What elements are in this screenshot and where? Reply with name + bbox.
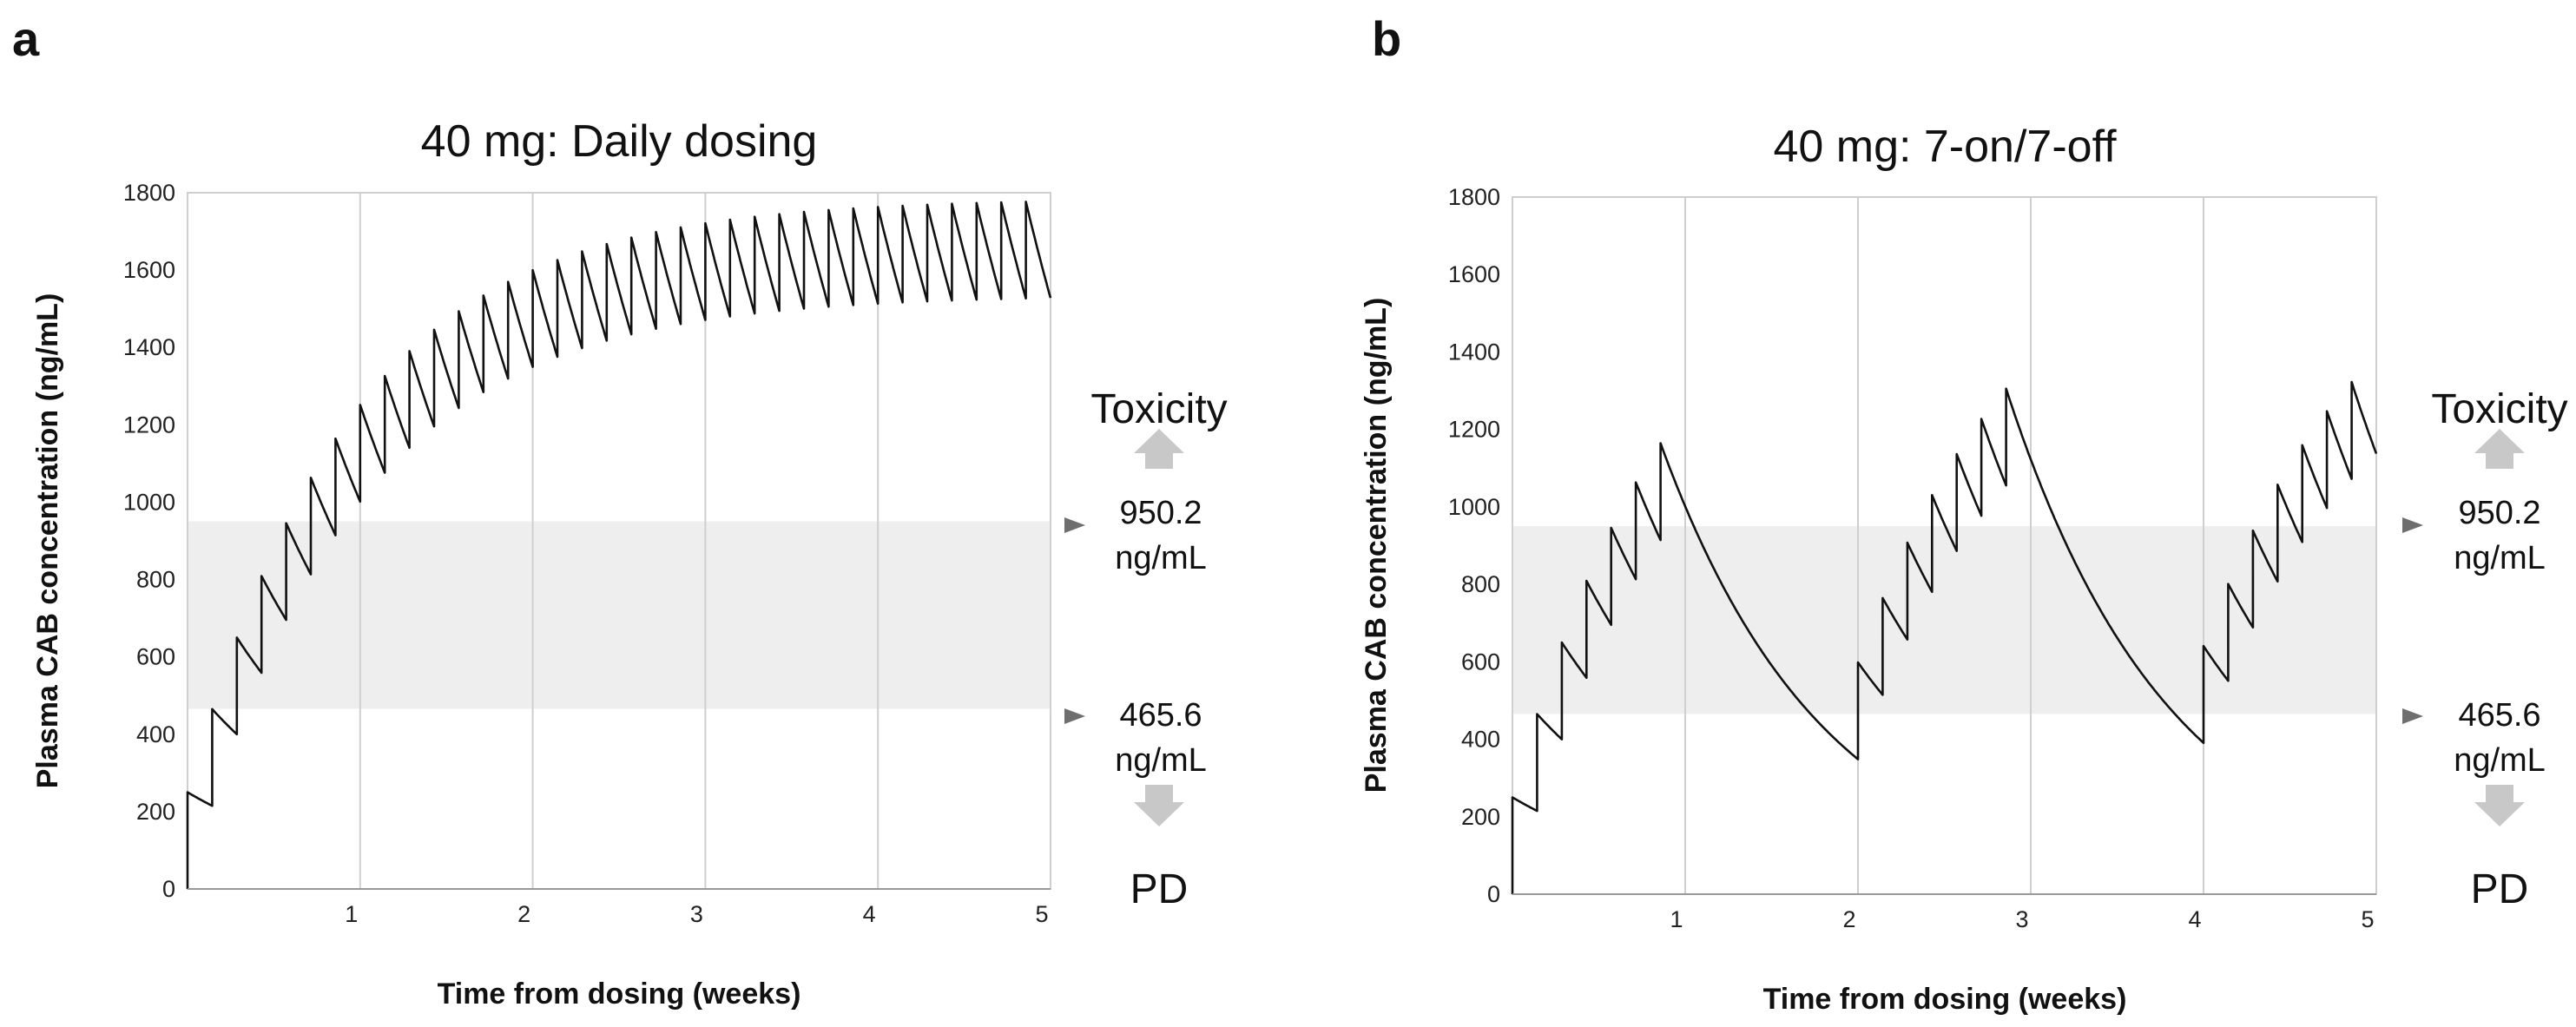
upper-threshold-unit-b: ng/mL: [2454, 540, 2546, 576]
upper-threshold-value-b: 950.2: [2458, 495, 2540, 531]
panel-letter-b: b: [1372, 11, 1401, 66]
panel-a: a 40 mg: Daily dosing 0 200 400 600 800 1000 1…: [12, 11, 1052, 1011]
panel-b: b 40 mg: 7-on/7-off 02004006008001000120…: [1360, 11, 2378, 1016]
x-tick-label: 3: [690, 901, 703, 927]
y-axis-label-a: Plasma CAB concentration (ng/mL): [31, 293, 64, 789]
y-tick-label: 800: [136, 567, 175, 593]
pd-label-b: PD: [2471, 866, 2529, 912]
toxicity-label-b: Toxicity: [2431, 386, 2567, 432]
y-tick-label: 200: [136, 799, 175, 825]
y-tick-label: 1800: [1448, 184, 1500, 210]
y-tick-label: 1400: [123, 334, 175, 360]
x-tick-label: 4: [863, 901, 876, 927]
y-tick-label: 600: [1461, 648, 1500, 675]
toxicity-label-a: Toxicity: [1090, 386, 1227, 432]
y-tick-label: 1200: [1448, 417, 1500, 443]
x-ticks-b: 1 2 3 4 5: [1670, 906, 2374, 932]
y-axis-label-b: Plasma CAB concentration (ng/mL): [1360, 298, 1393, 793]
x-axis-label-b: Time from dosing (weeks): [1763, 983, 2127, 1016]
chart-title-a: 40 mg: Daily dosing: [421, 116, 818, 167]
lower-threshold-unit-a: ng/mL: [1115, 742, 1207, 779]
annotations-a: Toxicity 950.2 ng/mL 465.6 ng/mL PD: [1064, 386, 1228, 912]
series-line-a: [186, 201, 1052, 889]
target-band-a: [188, 521, 1050, 709]
series-line-b: [1511, 380, 2378, 894]
pd-label-a: PD: [1130, 866, 1189, 912]
y-tick-label: 1800: [123, 180, 175, 206]
lower-threshold-marker-a: [1064, 708, 1085, 724]
x-tick-label: 1: [1670, 906, 1683, 932]
y-tick-label: 1000: [1448, 494, 1500, 520]
y-tick-label: 200: [1461, 804, 1500, 830]
panel-letter-a: a: [12, 11, 40, 66]
y-tick-label: 800: [1461, 571, 1500, 597]
toxicity-arrow-b: [2474, 429, 2525, 469]
y-tick-label: 1200: [123, 411, 175, 438]
y-tick-label: 400: [136, 721, 175, 747]
lower-threshold-value-a: 465.6: [1119, 697, 1202, 734]
gridlines-b: [1684, 197, 2204, 894]
y-tick-label: 400: [1461, 727, 1500, 753]
upper-threshold-unit-a: ng/mL: [1115, 540, 1207, 576]
x-tick-label: 2: [1842, 906, 1855, 932]
toxicity-arrow-a: [1134, 429, 1184, 469]
x-tick-label: 5: [1035, 901, 1048, 927]
y-ticks-b: 0 200 400 600 800 1000 1200 1400 1600 1800: [1448, 184, 1500, 907]
x-tick-label: 3: [2015, 906, 2028, 932]
x-tick-label: 2: [517, 901, 530, 927]
lower-threshold-marker-b: [2402, 708, 2423, 724]
y-tick-label: 1600: [1448, 261, 1500, 287]
x-tick-label: 4: [2188, 906, 2201, 932]
y-tick-label: 0: [162, 876, 175, 902]
y-tick-label: 1600: [123, 257, 175, 283]
y-tick-label: 0: [1487, 881, 1500, 907]
upper-threshold-marker-a: [1064, 517, 1085, 533]
upper-threshold-value-a: 950.2: [1119, 495, 1202, 531]
target-band-b: [1513, 526, 2375, 714]
y-tick-label: 600: [136, 644, 175, 670]
x-axis-label-a: Time from dosing (weeks): [438, 978, 801, 1011]
x-tick-label: 1: [345, 901, 358, 927]
x-ticks-a: 1 2 3 4 5: [345, 901, 1048, 927]
pd-arrow-a: [1134, 785, 1184, 826]
y-tick-label: 1400: [1448, 339, 1500, 365]
lower-threshold-unit-b: ng/mL: [2454, 742, 2546, 779]
lower-threshold-value-b: 465.6: [2458, 697, 2540, 734]
y-ticks-a: 0 200 400 600 800 1000 1200 1400 1600 1800: [123, 180, 175, 902]
y-tick-label: 1000: [123, 489, 175, 515]
annotations-b: Toxicity 950.2 ng/mL 465.6 ng/mL PD: [2402, 386, 2568, 912]
x-tick-label: 5: [2361, 906, 2374, 932]
pd-arrow-b: [2474, 785, 2525, 826]
upper-threshold-marker-b: [2402, 517, 2423, 533]
chart-title-b: 40 mg: 7-on/7-off: [1773, 122, 2117, 172]
